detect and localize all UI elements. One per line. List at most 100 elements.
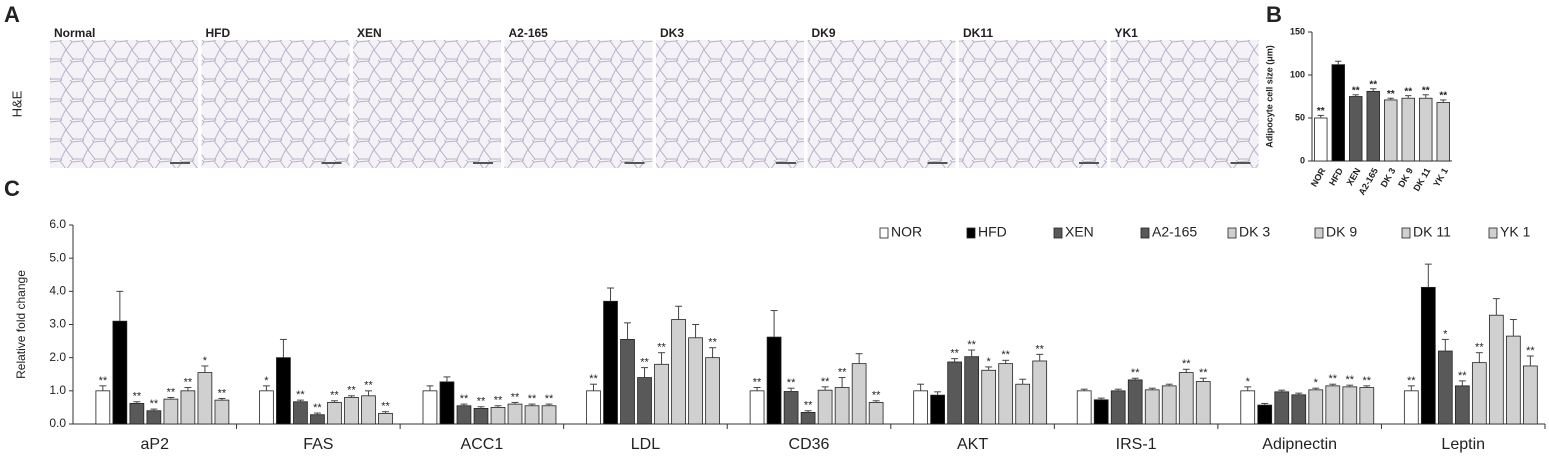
significance: *	[987, 356, 992, 368]
significance: **	[545, 393, 554, 405]
significance: **	[1439, 91, 1447, 102]
bar	[930, 394, 945, 425]
significance: **	[1475, 342, 1484, 354]
bar	[456, 405, 472, 425]
bar	[705, 357, 720, 425]
image-label: DK3	[660, 26, 684, 40]
significance: **	[787, 377, 796, 389]
significance: **	[967, 339, 976, 351]
x-tick-label: DK 3	[1379, 166, 1398, 189]
bar	[1488, 314, 1504, 425]
image-label: DK9	[812, 26, 836, 40]
y-tick-label: 3.0	[49, 317, 66, 331]
significance: **	[1352, 85, 1360, 96]
bar	[817, 389, 833, 425]
y-axis-label: Relative fold change	[14, 270, 28, 379]
panel-letter: A	[4, 2, 20, 27]
bar	[1308, 389, 1324, 425]
significance: *	[264, 375, 269, 387]
significance: **	[950, 348, 959, 360]
significance: **	[640, 357, 649, 369]
significance: **	[167, 386, 176, 398]
bar	[327, 402, 342, 425]
bar	[586, 390, 601, 425]
bar	[507, 403, 523, 425]
significance: **	[296, 389, 305, 401]
bar	[146, 410, 162, 425]
bar	[1523, 365, 1538, 425]
bar	[1093, 399, 1109, 425]
bar	[1032, 360, 1048, 425]
x-tick-label: FAS	[303, 436, 333, 453]
significance: **	[1131, 367, 1140, 379]
significance: **	[589, 373, 598, 385]
significance: *	[1314, 377, 1319, 389]
bar	[1454, 385, 1470, 425]
y-tick-label: 100	[1290, 69, 1305, 79]
significance: **	[511, 391, 520, 403]
legend-label: NOR	[891, 224, 922, 240]
y-tick-label: 150	[1290, 26, 1305, 36]
bar	[163, 398, 179, 425]
bar	[834, 387, 850, 425]
panel-letter: C	[4, 176, 20, 201]
histology-image	[1110, 40, 1259, 168]
legend-label: DK 3	[1239, 224, 1270, 240]
bar	[276, 357, 291, 425]
significance: **	[1199, 367, 1208, 379]
bar	[913, 390, 928, 425]
significance: **	[528, 393, 537, 405]
image-label: Normal	[54, 26, 95, 40]
histology-image	[959, 40, 1107, 168]
image-label: HFD	[206, 26, 231, 40]
bar	[422, 390, 438, 425]
significance: **	[1317, 106, 1325, 117]
bar	[1325, 385, 1341, 425]
bar	[783, 391, 799, 425]
y-tick-label: 2.0	[49, 350, 66, 364]
significance: **	[1526, 345, 1535, 357]
histology-image	[201, 40, 350, 168]
bar	[981, 369, 997, 425]
legend-swatch	[879, 227, 889, 239]
bar	[214, 399, 230, 425]
bar	[868, 402, 884, 425]
bar	[1144, 389, 1160, 425]
significance: **	[1387, 89, 1395, 100]
significance: **	[821, 376, 830, 388]
significance: **	[150, 398, 159, 410]
bar	[1240, 390, 1256, 425]
bar	[1420, 286, 1436, 425]
legend-label: XEN	[1065, 224, 1094, 240]
bar	[344, 397, 359, 425]
bar	[603, 300, 618, 425]
bar	[1471, 362, 1487, 425]
bar	[851, 363, 867, 425]
significance: **	[1404, 86, 1412, 97]
bar	[1384, 99, 1398, 162]
significance: **	[347, 385, 356, 397]
significance: **	[1329, 373, 1338, 385]
significance: **	[1407, 375, 1416, 387]
x-tick-label: CD36	[789, 436, 830, 453]
significance: **	[477, 396, 486, 408]
bar	[637, 377, 652, 425]
bar	[1401, 97, 1415, 162]
bar	[998, 363, 1014, 425]
histology-image	[656, 40, 804, 168]
y-tick-label: 6.0	[49, 217, 66, 231]
bar	[361, 395, 376, 425]
bar	[1359, 387, 1375, 425]
y-tick-label: 4.0	[49, 284, 66, 298]
legend-swatch	[1314, 227, 1324, 239]
image-label: XEN	[357, 26, 382, 40]
significance: **	[460, 393, 469, 405]
significance: **	[313, 402, 322, 414]
x-tick-label: XEN	[1345, 166, 1363, 187]
legend-swatch	[1227, 227, 1237, 239]
bar	[654, 363, 669, 425]
histology-image	[807, 40, 956, 168]
x-tick-label: AKT	[957, 436, 988, 453]
legend-swatch	[1140, 227, 1150, 239]
